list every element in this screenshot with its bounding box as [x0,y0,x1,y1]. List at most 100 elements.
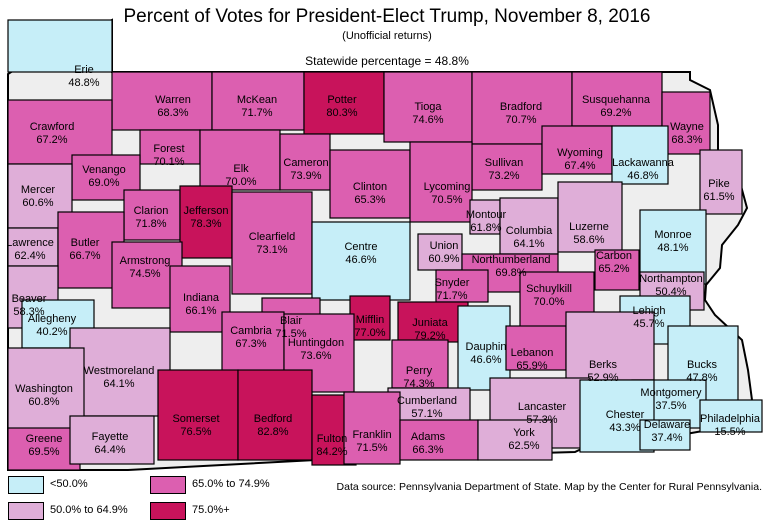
county-name-lancaster: Lancaster [518,401,567,413]
county-value-dauphin: 46.6% [470,354,501,366]
map-subtitle: (Unofficial returns) [342,30,432,42]
county-name-greene: Greene [26,433,63,445]
county-region-lycoming [409,141,473,223]
county-region-juniata [397,301,469,343]
county-name-butler: Butler [71,237,100,249]
county-name-wyoming: Wyoming [557,147,603,159]
county-region-clearfield [231,191,313,295]
county-region-cameron [279,133,331,191]
county-value-centre: 46.6% [345,254,376,266]
county-region-union [417,233,463,271]
legend: <50.0% 50.0% to 64.9% 65.0% to 74.9% 75.… [8,476,308,522]
county-name-allegheny: Allegheny [28,313,77,325]
county-name-washington: Washington [15,383,73,395]
county-name-elk: Elk [233,163,249,175]
county-name-delaware: Delaware [644,419,690,431]
county-name-columbia: Columbia [506,225,553,237]
county-name-bucks: Bucks [687,359,717,371]
county-name-jefferson: Jefferson [183,205,228,217]
county-value-snyder: 71.7% [436,290,467,302]
legend-label-lt50: <50.0% [50,478,88,490]
county-region-lebanon [505,325,567,371]
county-value-washington: 60.8% [28,396,59,408]
county-region-centre [311,221,411,301]
county-name-blair: Blair [280,315,302,327]
county-region-wayne [661,91,711,155]
legend-swatch-lt50 [8,476,44,494]
county-region-wyoming [541,125,613,175]
county-value-elk: 70.0% [225,176,256,188]
legend-swatch-50-65 [8,502,44,520]
legend-item-75p: 75.0%+ [150,502,300,520]
statewide-percentage: Statewide percentage = 48.8% [305,54,469,68]
county-region-indiana [169,265,231,333]
county-name-indiana: Indiana [183,292,220,304]
county-region-jefferson [179,185,233,259]
county-value-clearfield: 73.1% [256,244,287,256]
county-name-centre: Centre [344,241,377,253]
county-value-bradford: 70.7% [505,114,536,126]
county-region-pike [699,149,743,215]
county-value-allegheny: 40.2% [36,326,67,338]
county-value-franklin: 71.5% [356,442,387,454]
county-value-union: 60.9% [428,253,459,265]
county-value-susquehanna: 69.2% [600,107,631,119]
county-value-wayne: 68.3% [671,134,702,146]
county-name-clearfield: Clearfield [249,231,295,243]
county-name-lackawanna: Lackawanna [612,157,675,169]
county-name-perry: Perry [406,365,433,377]
county-name-westmoreland: Westmoreland [84,365,155,377]
county-value-clinton: 65.3% [354,194,385,206]
county-value-cameron: 73.9% [290,170,321,182]
county-name-lawrence: Lawrence [6,237,54,249]
county-name-luzerne: Luzerne [569,221,609,233]
county-value-venango: 69.0% [88,177,119,189]
county-value-mercer: 60.6% [22,197,53,209]
county-value-greene: 69.5% [28,446,59,458]
county-name-erie: Erie [74,64,94,76]
county-value-beaver: 58.3% [13,306,44,318]
county-name-warren: Warren [155,94,191,106]
county-region-clinton [329,149,411,219]
county-value-philadelphia: 15.5% [714,426,745,438]
county-value-crawford: 67.2% [36,134,67,146]
county-name-adams: Adams [411,431,446,443]
map-title: Percent of Votes for President-Elect Tru… [123,6,651,27]
county-value-perry: 74.3% [403,378,434,390]
county-value-huntingdon: 73.6% [300,350,331,362]
county-value-lawrence: 62.4% [14,250,45,262]
county-region-lackawanna [611,125,669,185]
county-value-westmoreland: 64.1% [103,378,134,390]
county-name-forest: Forest [153,143,184,155]
county-value-fulton: 84.2% [316,446,347,458]
county-region-columbia [499,197,559,255]
county-name-pike: Pike [708,178,729,190]
county-name-sullivan: Sullivan [485,157,524,169]
county-value-lebanon: 65.9% [516,360,547,372]
county-name-susquehanna: Susquehanna [582,94,651,106]
county-value-lehigh: 45.7% [633,318,664,330]
county-value-jefferson: 78.3% [190,218,221,230]
county-value-erie: 48.8% [68,77,99,89]
county-name-dauphin: Dauphin [466,341,507,353]
county-name-tioga: Tioga [414,101,442,113]
legend-item-50-65: 50.0% to 64.9% [8,502,148,520]
data-source-note: Data source: Pennsylvania Department of … [336,481,762,493]
county-value-cambria: 67.3% [235,338,266,350]
county-name-montour: Montour [466,209,507,221]
county-region-dauphin [457,305,511,391]
county-name-armstrong: Armstrong [120,255,171,267]
county-name-carbon: Carbon [596,250,632,262]
county-value-lycoming: 70.5% [431,194,462,206]
legend-swatch-75p [150,502,186,520]
county-value-york: 62.5% [508,440,539,452]
county-name-franklin: Franklin [352,429,391,441]
legend-item-65-75: 65.0% to 74.9% [150,476,300,494]
county-name-mckean: McKean [237,94,277,106]
county-value-blair: 71.5% [275,328,306,340]
county-name-monroe: Monroe [654,229,691,241]
county-value-clarion: 71.8% [135,218,166,230]
county-name-mifflin: Mifflin [356,314,385,326]
county-region-potter [303,71,385,135]
